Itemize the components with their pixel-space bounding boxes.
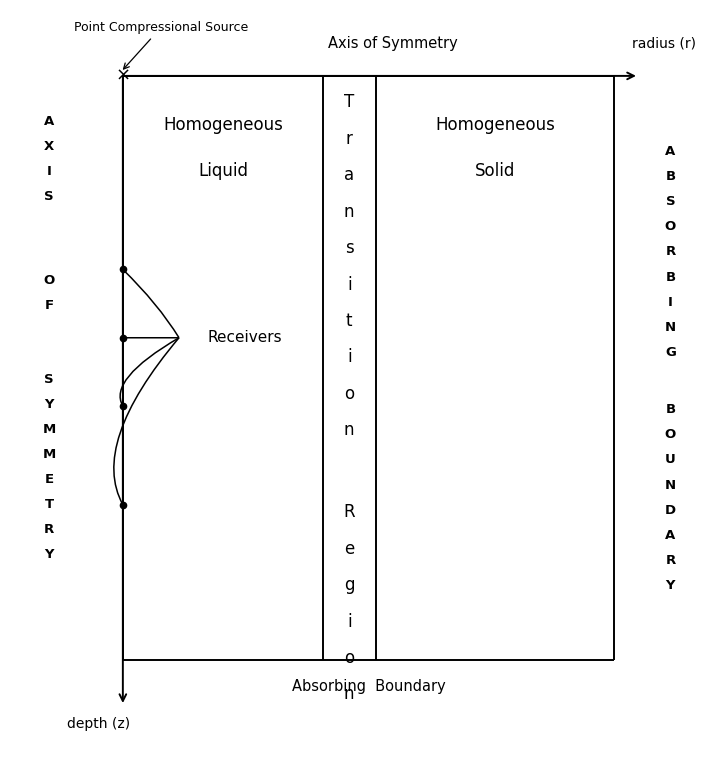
Text: S: S [44, 190, 54, 203]
Text: r: r [346, 130, 352, 148]
Text: i: i [347, 613, 352, 631]
Text: I: I [47, 165, 51, 178]
Text: Homogeneous: Homogeneous [163, 116, 283, 134]
Text: O: O [665, 220, 676, 234]
Text: Liquid: Liquid [198, 162, 248, 180]
Text: Axis of Symmetry: Axis of Symmetry [329, 36, 458, 51]
Text: F: F [45, 299, 53, 313]
Text: depth (z): depth (z) [67, 717, 130, 731]
Text: Y: Y [665, 578, 675, 592]
Text: T: T [344, 93, 355, 112]
Text: s: s [345, 239, 354, 257]
Text: S: S [44, 373, 54, 386]
Text: S: S [665, 195, 675, 209]
Text: N: N [665, 320, 676, 334]
Text: R: R [665, 553, 675, 567]
Text: a: a [344, 166, 355, 184]
Text: n: n [344, 203, 355, 221]
Text: i: i [347, 348, 352, 367]
Text: Y: Y [44, 548, 54, 562]
Text: i: i [347, 276, 352, 294]
Text: R: R [665, 245, 675, 259]
Text: B: B [665, 270, 675, 284]
Text: g: g [344, 576, 355, 594]
Text: I: I [668, 295, 673, 309]
Text: D: D [665, 503, 676, 517]
Text: R: R [44, 523, 54, 537]
Text: n: n [344, 421, 355, 439]
Text: Receivers: Receivers [207, 330, 282, 345]
Text: e: e [344, 540, 355, 558]
Text: Point Compressional Source: Point Compressional Source [74, 21, 248, 69]
Text: t: t [346, 312, 352, 330]
Text: ×: × [115, 67, 131, 85]
Text: Y: Y [44, 398, 54, 411]
Text: X: X [44, 140, 54, 153]
Text: M: M [43, 423, 55, 436]
Text: B: B [665, 403, 675, 417]
Text: Absorbing  Boundary: Absorbing Boundary [291, 679, 446, 694]
Text: R: R [343, 503, 355, 521]
Text: Solid: Solid [475, 162, 515, 180]
Text: N: N [665, 478, 676, 492]
Text: radius (r): radius (r) [632, 37, 696, 51]
Text: O: O [665, 428, 676, 442]
Text: A: A [665, 528, 675, 542]
Text: A: A [44, 115, 54, 128]
Text: M: M [43, 448, 55, 461]
Text: o: o [344, 649, 355, 667]
Text: O: O [44, 274, 55, 288]
Text: n: n [344, 685, 355, 704]
Text: E: E [45, 473, 53, 487]
Text: G: G [665, 345, 676, 359]
Text: A: A [665, 145, 675, 159]
Text: B: B [665, 170, 675, 184]
Text: o: o [344, 385, 355, 403]
Text: Homogeneous: Homogeneous [435, 116, 555, 134]
Text: T: T [45, 498, 53, 512]
Text: U: U [665, 453, 676, 467]
